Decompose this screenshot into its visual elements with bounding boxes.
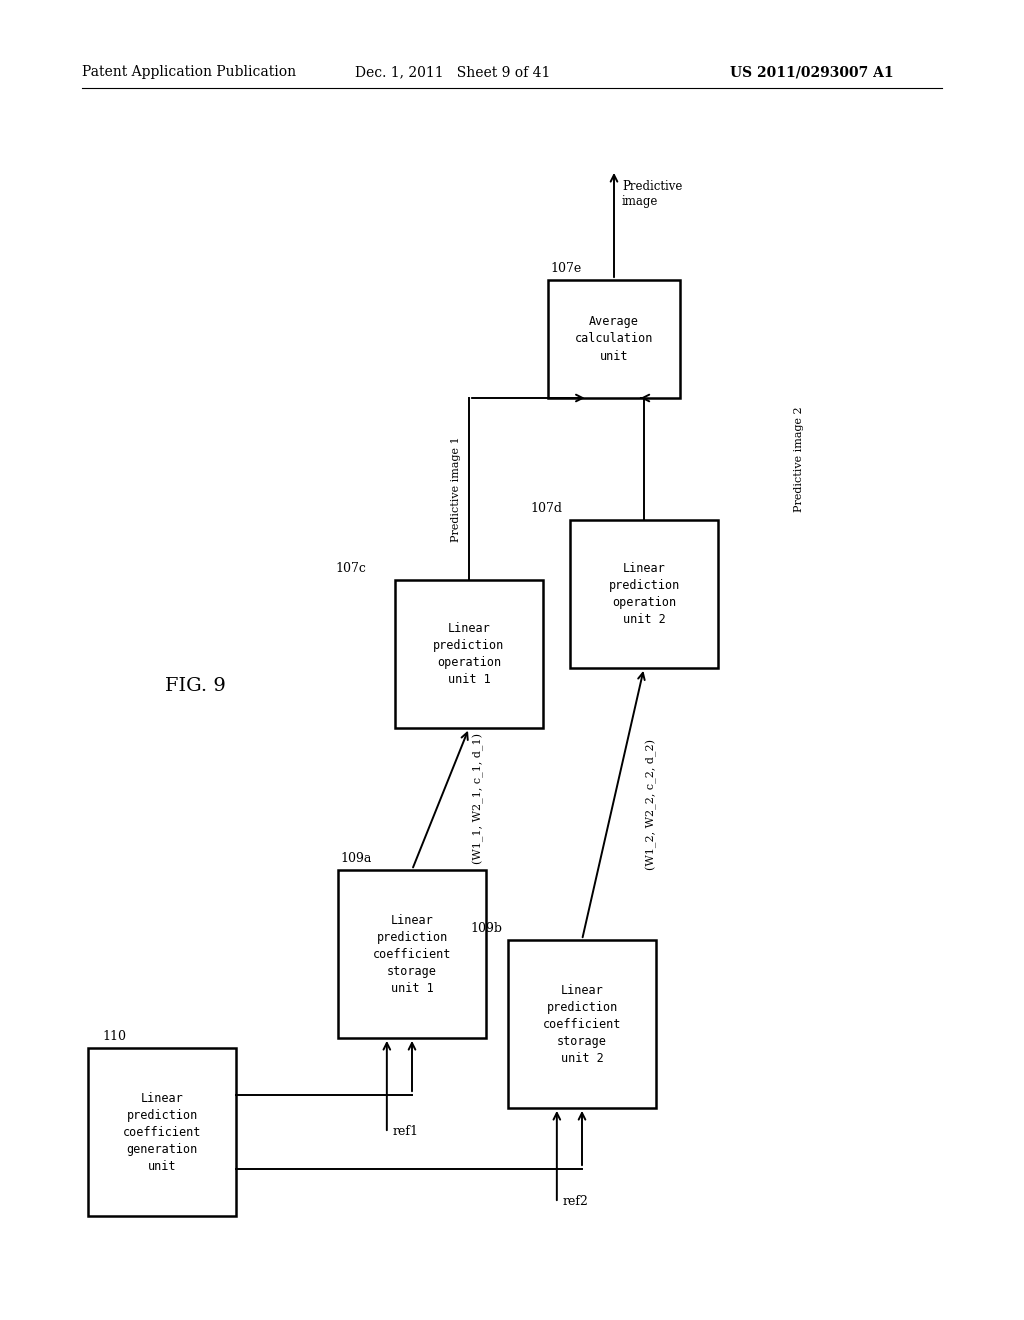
Text: (W1_2, W2_2, c_2, d_2): (W1_2, W2_2, c_2, d_2) xyxy=(645,738,656,870)
Text: 109b: 109b xyxy=(470,921,502,935)
Text: 110: 110 xyxy=(102,1030,127,1043)
Text: Dec. 1, 2011   Sheet 9 of 41: Dec. 1, 2011 Sheet 9 of 41 xyxy=(355,65,550,79)
Text: FIG. 9: FIG. 9 xyxy=(165,677,225,696)
Text: Predictive
image: Predictive image xyxy=(622,180,682,209)
Text: 107d: 107d xyxy=(530,502,562,515)
Bar xyxy=(508,940,656,1107)
Text: Average
calculation
unit: Average calculation unit xyxy=(574,315,653,363)
Text: Linear
prediction
coefficient
storage
unit 2: Linear prediction coefficient storage un… xyxy=(543,983,622,1064)
Text: Predictive image 1: Predictive image 1 xyxy=(451,436,461,541)
Text: Linear
prediction
operation
unit 2: Linear prediction operation unit 2 xyxy=(608,562,680,626)
Text: Predictive image 2: Predictive image 2 xyxy=(794,407,804,512)
Bar xyxy=(395,579,543,729)
Text: 107e: 107e xyxy=(550,261,582,275)
Text: Linear
prediction
coefficient
storage
unit 1: Linear prediction coefficient storage un… xyxy=(373,913,452,994)
Bar xyxy=(548,280,680,399)
Bar xyxy=(570,520,718,668)
Bar xyxy=(338,870,486,1038)
Text: Linear
prediction
coefficient
generation
unit: Linear prediction coefficient generation… xyxy=(123,1092,201,1172)
Text: ref1: ref1 xyxy=(393,1125,419,1138)
Bar xyxy=(88,1048,236,1216)
Text: 107c: 107c xyxy=(335,562,366,576)
Text: US 2011/0293007 A1: US 2011/0293007 A1 xyxy=(730,65,894,79)
Text: (W1_1, W2_1, c_1, d_1): (W1_1, W2_1, c_1, d_1) xyxy=(473,734,484,865)
Text: ref2: ref2 xyxy=(563,1195,589,1208)
Text: Patent Application Publication: Patent Application Publication xyxy=(82,65,296,79)
Text: Linear
prediction
operation
unit 1: Linear prediction operation unit 1 xyxy=(433,622,505,686)
Text: 109a: 109a xyxy=(340,851,372,865)
